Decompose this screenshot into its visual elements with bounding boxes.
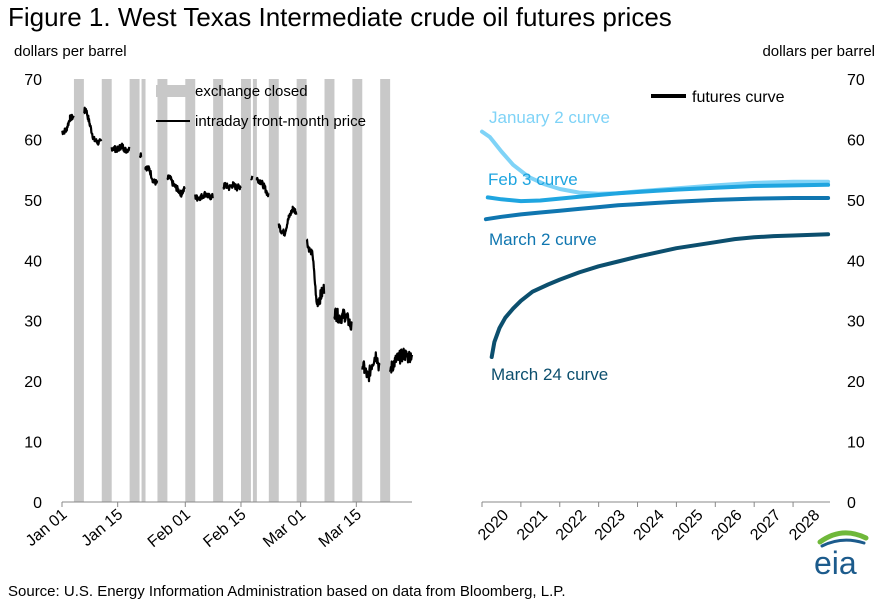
futures-curve-march-2-curve bbox=[483, 196, 831, 222]
legend-closed-swatch bbox=[156, 85, 190, 97]
label-jan2-curve: January 2 curve bbox=[489, 108, 610, 127]
closed-bar-weekend-4 bbox=[185, 79, 196, 502]
right-y-tick-60: 60 bbox=[847, 132, 865, 149]
left-y-tick-60: 60 bbox=[24, 132, 42, 149]
source-note: Source: U.S. Energy Information Administ… bbox=[8, 583, 566, 600]
left-y-tick-70: 70 bbox=[24, 72, 42, 89]
left-y-tick-50: 50 bbox=[24, 193, 42, 210]
legend-intraday-label: intraday front-month price bbox=[195, 113, 366, 130]
closed-bar-weekend-0 bbox=[73, 79, 84, 502]
legend-futures-label: futures curve bbox=[692, 89, 785, 106]
closed-bar-holiday-0 bbox=[141, 79, 146, 502]
figure-title: Figure 1. West Texas Intermediate crude … bbox=[8, 2, 672, 32]
intraday-price-line bbox=[61, 106, 414, 383]
futures-curve-feb-3-curve bbox=[485, 182, 831, 204]
left-x-tick-4: Mar 01 bbox=[260, 506, 309, 551]
futures-curve-march-24-curve bbox=[489, 232, 831, 359]
futures-curve-january-2-curve bbox=[480, 129, 831, 196]
closed-bar-weekend-2 bbox=[129, 79, 140, 502]
left-y-tick-30: 30 bbox=[24, 314, 42, 331]
closed-bar-weekend-9 bbox=[324, 79, 335, 502]
closed-bar-weekend-11 bbox=[380, 79, 391, 502]
right-y-axis-unit: dollars per barrel bbox=[762, 43, 875, 60]
legend-closed-label: exchange closed bbox=[195, 83, 308, 100]
closed-bar-weekend-1 bbox=[101, 79, 112, 502]
eia-logo-text: eia bbox=[814, 545, 857, 580]
right-x-tick-2021: 2021 bbox=[514, 507, 551, 544]
closed-bar-weekend-5 bbox=[213, 79, 224, 502]
label-feb3-curve: Feb 3 curve bbox=[488, 170, 578, 189]
right-y-tick-50: 50 bbox=[847, 193, 865, 210]
right-y-tick-70: 70 bbox=[847, 72, 865, 89]
label-mar2-curve: March 2 curve bbox=[489, 230, 597, 249]
right-x-tick-2026: 2026 bbox=[708, 507, 745, 544]
closed-bar-holiday-1 bbox=[252, 79, 257, 502]
left-x-tick-5: Mar 15 bbox=[316, 506, 365, 551]
right-y-tick-40: 40 bbox=[847, 253, 865, 270]
right-x-tick-2023: 2023 bbox=[592, 507, 629, 544]
label-mar24-curve: March 24 curve bbox=[491, 365, 608, 384]
left-y-tick-40: 40 bbox=[24, 253, 42, 270]
closed-bar-weekend-8 bbox=[296, 79, 307, 502]
right-x-tick-2025: 2025 bbox=[669, 507, 706, 544]
left-panel-lines bbox=[61, 106, 414, 383]
closed-bar-weekend-6 bbox=[240, 79, 251, 502]
left-x-tick-0: Jan 01 bbox=[23, 506, 71, 550]
left-x-tick-3: Feb 15 bbox=[200, 506, 249, 551]
right-x-tick-2020: 2020 bbox=[475, 507, 512, 544]
left-x-tick-1: Jan 15 bbox=[79, 506, 127, 550]
exchange-closed-bars bbox=[73, 79, 391, 502]
right-y-tick-30: 30 bbox=[847, 314, 865, 331]
right-y-tick-20: 20 bbox=[847, 374, 865, 391]
left-y-tick-0: 0 bbox=[33, 495, 42, 512]
closed-bar-weekend-10 bbox=[352, 79, 363, 502]
right-y-tick-0: 0 bbox=[847, 495, 856, 512]
closed-bar-weekend-7 bbox=[268, 79, 279, 502]
right-panel-lines bbox=[480, 129, 831, 359]
left-y-tick-20: 20 bbox=[24, 374, 42, 391]
left-x-tick-2: Feb 01 bbox=[145, 506, 194, 551]
right-y-tick-10: 10 bbox=[847, 435, 865, 452]
right-x-tick-2027: 2027 bbox=[747, 507, 784, 544]
left-y-tick-10: 10 bbox=[24, 435, 42, 452]
eia-logo: eia bbox=[814, 530, 869, 580]
right-x-tick-2024: 2024 bbox=[631, 507, 668, 544]
right-x-tick-2022: 2022 bbox=[553, 507, 590, 544]
closed-bar-weekend-3 bbox=[157, 79, 168, 502]
left-y-axis-unit: dollars per barrel bbox=[14, 43, 127, 60]
